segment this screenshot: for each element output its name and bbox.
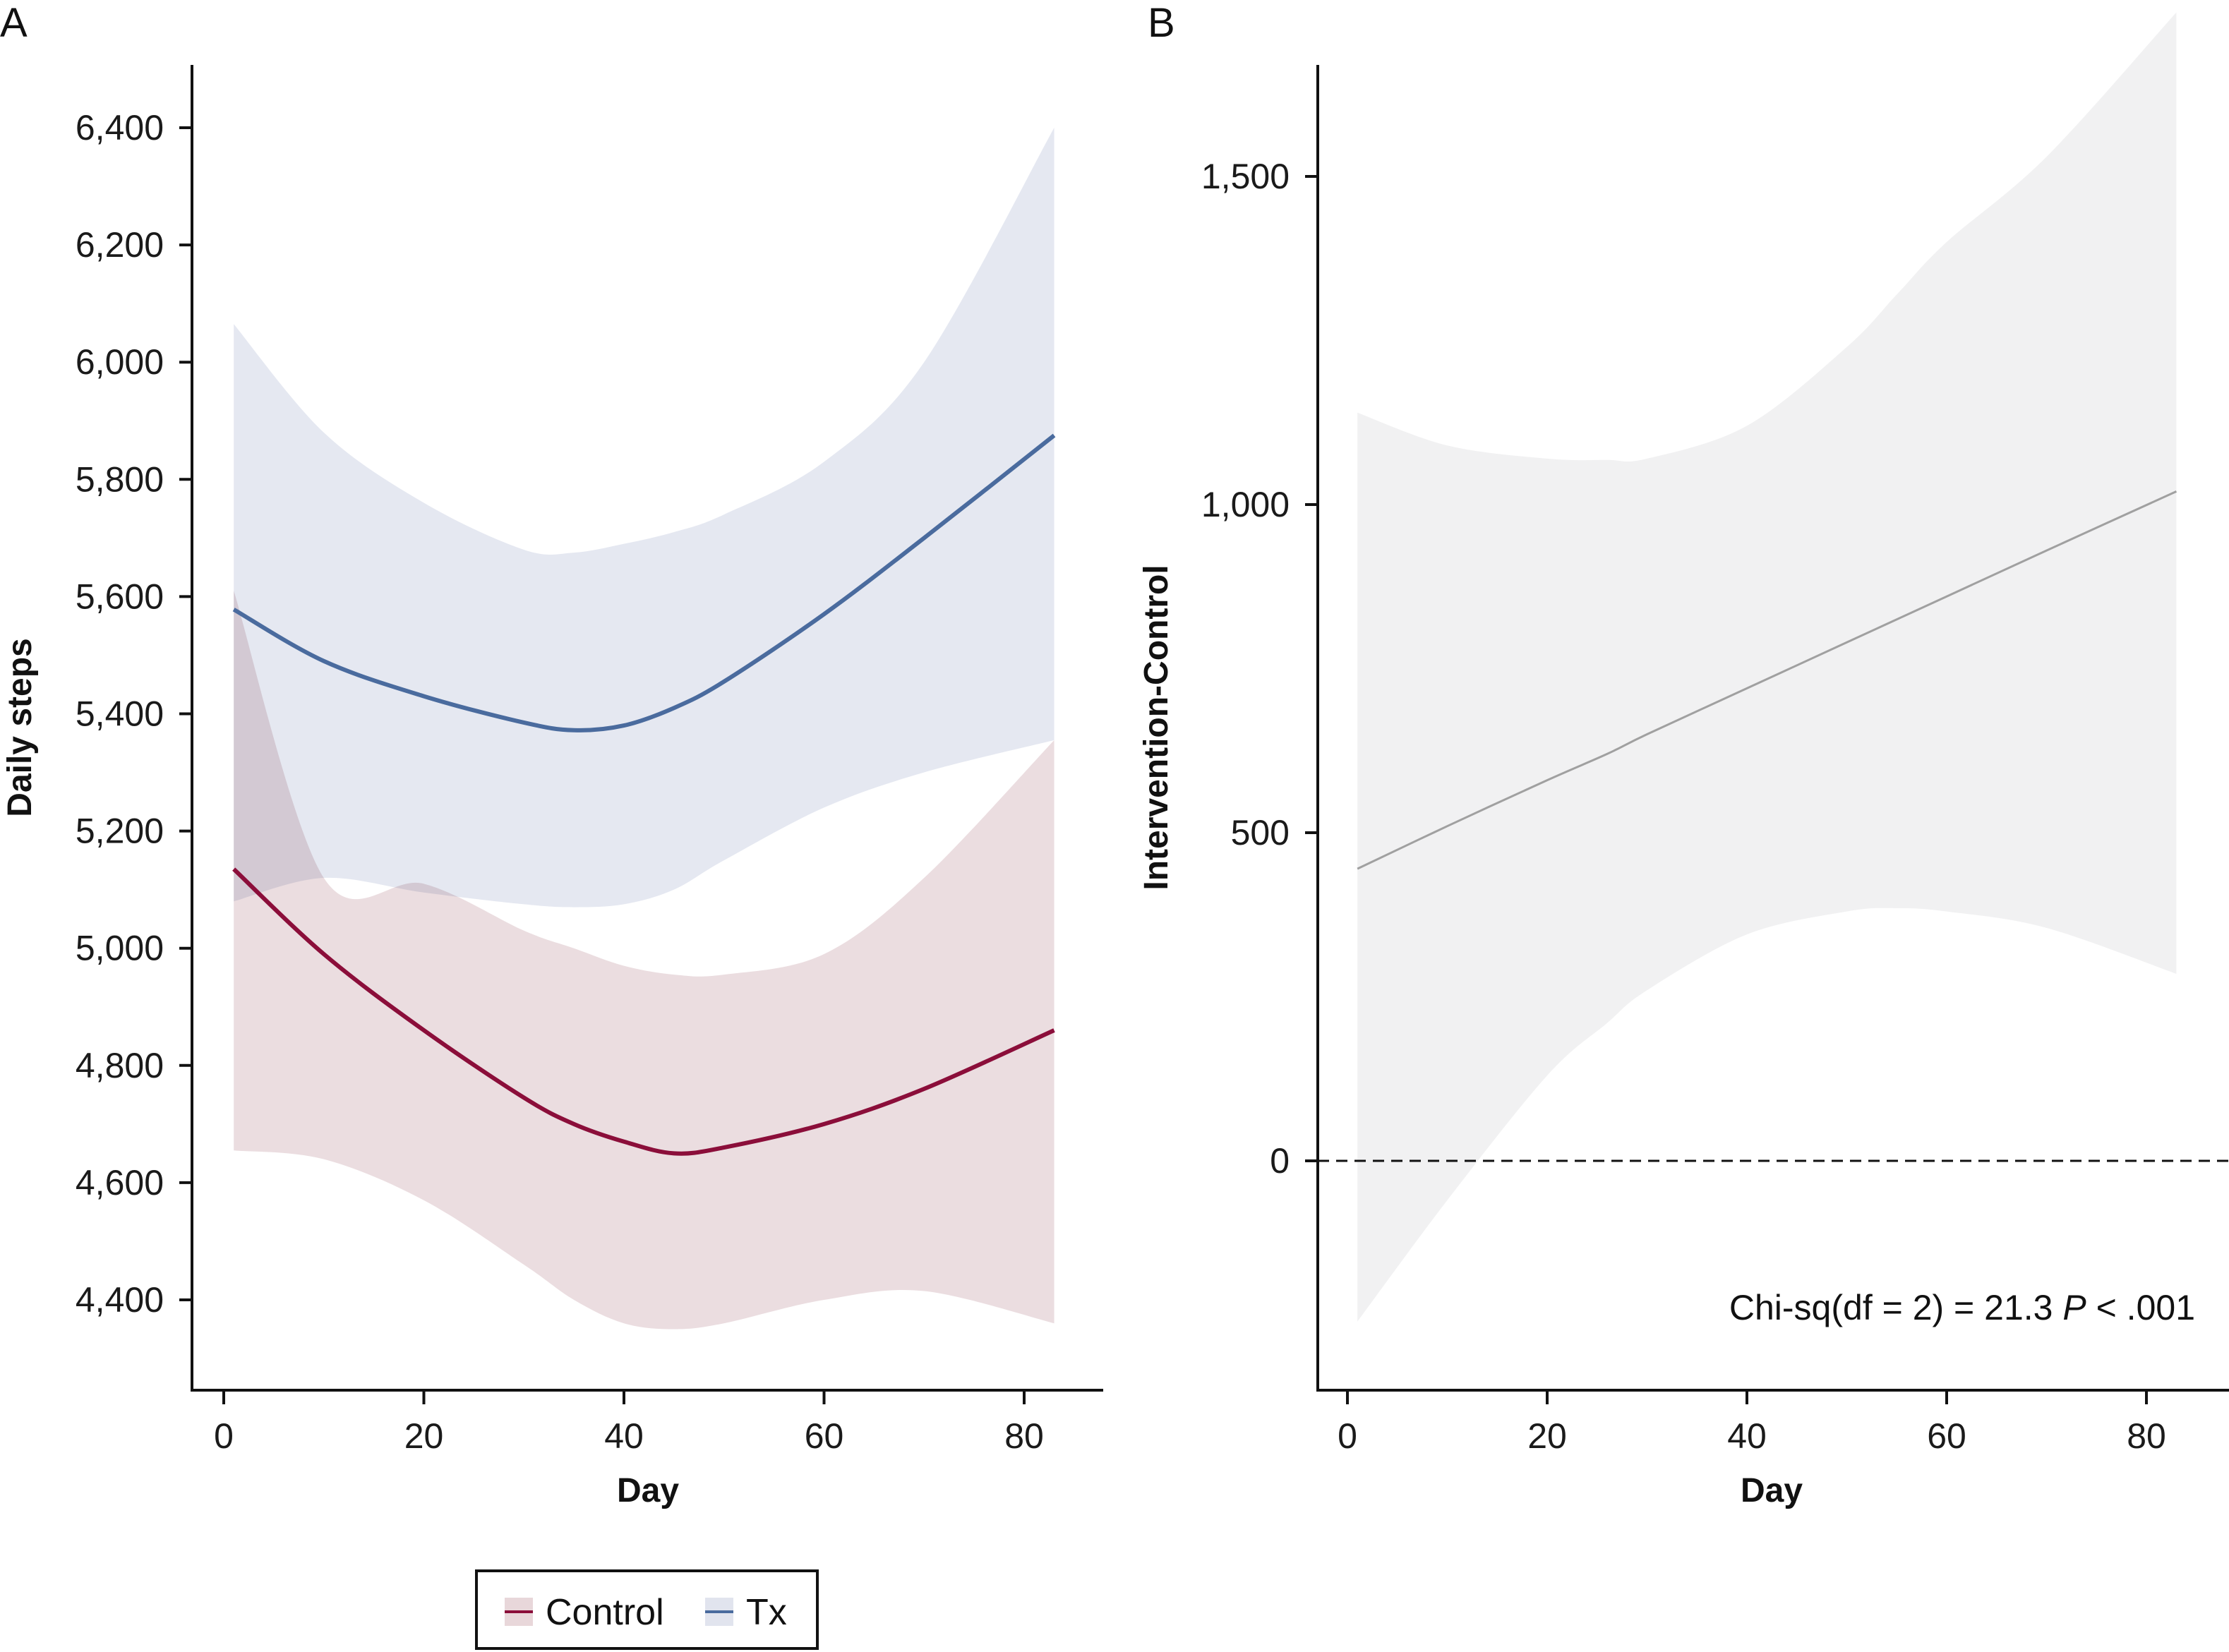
y-tick-label: 6,200 xyxy=(76,225,164,265)
x-tick-label: 0 xyxy=(214,1416,234,1456)
x-tick-label: 0 xyxy=(1338,1416,1357,1456)
annotation-prefix: Chi-sq(df = 2) = 21.3 xyxy=(1729,1288,2062,1327)
y-tick-label: 0 xyxy=(1270,1141,1290,1181)
y-tick-label: 5,400 xyxy=(76,694,164,734)
y-tick-label: 4,800 xyxy=(76,1046,164,1085)
x-tick-label: 40 xyxy=(604,1416,644,1456)
legend-item-control: Control xyxy=(505,1592,664,1633)
x-axis-title-a: Day xyxy=(617,1472,679,1509)
legend: Control Tx xyxy=(475,1569,819,1650)
panel-b: 0 500 1,000 1,500 0 20 40 60 80 Intervention-Co… xyxy=(1138,12,2229,1509)
x-tick-label: 20 xyxy=(1527,1416,1567,1456)
chi-square-annotation: Chi-sq(df = 2) = 21.3 P < .001 xyxy=(1729,1288,2195,1327)
y-tick-label: 6,400 xyxy=(76,108,164,147)
ci-band-tx xyxy=(234,128,1055,908)
x-tick-label: 40 xyxy=(1727,1416,1767,1456)
y-tick-label: 6,000 xyxy=(76,342,164,382)
ci-band-intervention-control xyxy=(1357,12,2177,1322)
y-axis-title-b: Intervention-Control xyxy=(1138,565,1175,890)
legend-label-control: Control xyxy=(546,1592,664,1633)
y-tick-label: 5,000 xyxy=(76,929,164,968)
y-axis-title-a: Daily steps xyxy=(1,638,39,816)
legend-item-tx: Tx xyxy=(705,1592,787,1633)
x-tick-label: 20 xyxy=(404,1416,444,1456)
panel-a: 4,400 4,600 4,800 5,000 5,200 5,400 5,600 5,800… xyxy=(1,65,1103,1509)
x-tick-label: 80 xyxy=(2127,1416,2166,1456)
x-tick-label: 80 xyxy=(1004,1416,1044,1456)
legend-box xyxy=(475,1569,819,1650)
y-tick-label: 1,000 xyxy=(1201,485,1290,524)
y-tick-label: 1,500 xyxy=(1201,157,1290,196)
annotation-p: P xyxy=(2062,1288,2086,1327)
annotation-suffix: < .001 xyxy=(2086,1288,2195,1327)
series-line-control xyxy=(232,867,1055,1156)
x-axis-title-b: Day xyxy=(1741,1472,1803,1509)
x-tick-label: 60 xyxy=(805,1416,844,1456)
series-line-intervention-control xyxy=(1357,490,2177,870)
panel-label-b: B xyxy=(1148,0,1175,46)
y-tick-label: 5,600 xyxy=(76,577,164,616)
y-tick-label: 5,800 xyxy=(76,459,164,499)
y-tick-label: 5,200 xyxy=(76,812,164,851)
y-tick-label: 4,400 xyxy=(76,1280,164,1320)
ci-band-control xyxy=(234,591,1055,1330)
y-tick-label: 4,600 xyxy=(76,1163,164,1202)
x-tick-label: 60 xyxy=(1927,1416,1966,1456)
legend-label-tx: Tx xyxy=(746,1592,787,1633)
series-line-tx xyxy=(232,433,1056,732)
panel-label-a: A xyxy=(0,0,28,46)
y-tick-label: 500 xyxy=(1231,813,1290,852)
